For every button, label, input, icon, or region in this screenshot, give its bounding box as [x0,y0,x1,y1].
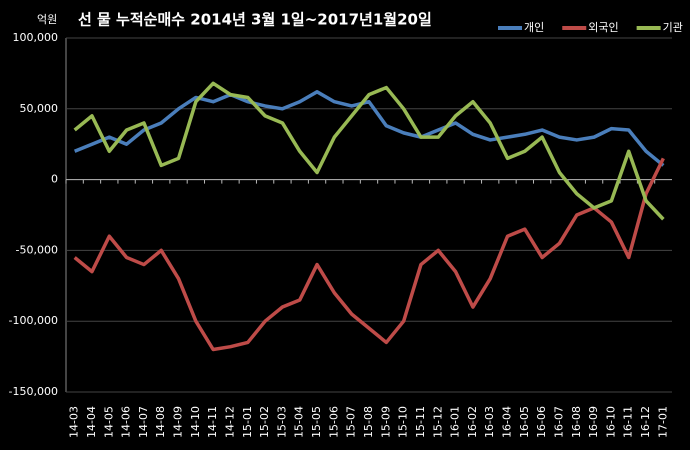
x-tick-label: 16-08 [570,406,583,438]
x-tick-label: 15-07 [345,406,358,438]
legend-label: 개인 [524,21,544,34]
x-tick-label: 14-11 [206,406,219,438]
x-tick-label: 15-03 [275,406,288,438]
x-tick-label: 14-04 [85,406,98,438]
x-tick-label: 16-10 [604,406,617,438]
x-tick-label: 15-06 [327,406,340,438]
x-tick-label: 14-07 [137,406,150,438]
x-tick-label: 15-10 [397,406,410,438]
x-tick-label: 16-02 [466,406,479,438]
y-tick-label: 50,000 [20,102,59,115]
x-tick-label: 14-03 [68,406,81,438]
x-tick-label: 15-02 [258,406,271,438]
x-tick-label: 16-03 [483,406,496,438]
series-line [73,157,665,352]
x-tick-label: 15-08 [362,406,375,438]
legend-label: 외국인 [588,21,618,34]
y-tick-label: -50,000 [16,243,58,256]
y-tick-label: -150,000 [9,385,58,398]
x-tick-label: 15-01 [241,406,254,438]
x-tick-label: 15-09 [379,406,392,438]
x-tick-label: 15-04 [293,406,306,438]
x-tick-label: 14-10 [189,406,202,438]
x-tick-label: 14-05 [102,406,115,438]
x-tick-label: 15-05 [310,406,323,438]
x-tick-label: 14-12 [223,406,236,438]
x-tick-label: 14-06 [120,406,133,438]
y-tick-label: 0 [51,173,58,186]
x-tick-label: 15-11 [414,406,427,438]
y-unit-label: 억원 [37,13,57,26]
x-tick-label: 16-09 [587,406,600,438]
x-tick-label: 16-06 [535,406,548,438]
chart-title: 선 물 누적순매수 2014년 3월 1일~2017년1월20일 [78,11,432,29]
x-tick-label: 16-07 [552,406,565,438]
y-tick-label: 100,000 [13,31,59,44]
x-tick-label: 16-04 [501,406,514,438]
x-tick-label: 16-05 [518,406,531,438]
x-tick-label: 16-12 [639,406,652,438]
x-tick-label: 17-01 [656,406,669,438]
series-line [73,81,665,221]
x-tick-label: 14-09 [172,406,185,438]
y-tick-label: -100,000 [9,314,58,327]
x-tick-label: 16-11 [622,406,635,438]
legend-label: 기관 [663,21,683,34]
x-tick-label: 15-12 [431,406,444,438]
series-line [73,90,665,167]
x-tick-label: 14-08 [154,406,167,438]
x-tick-label: 16-01 [449,406,462,438]
